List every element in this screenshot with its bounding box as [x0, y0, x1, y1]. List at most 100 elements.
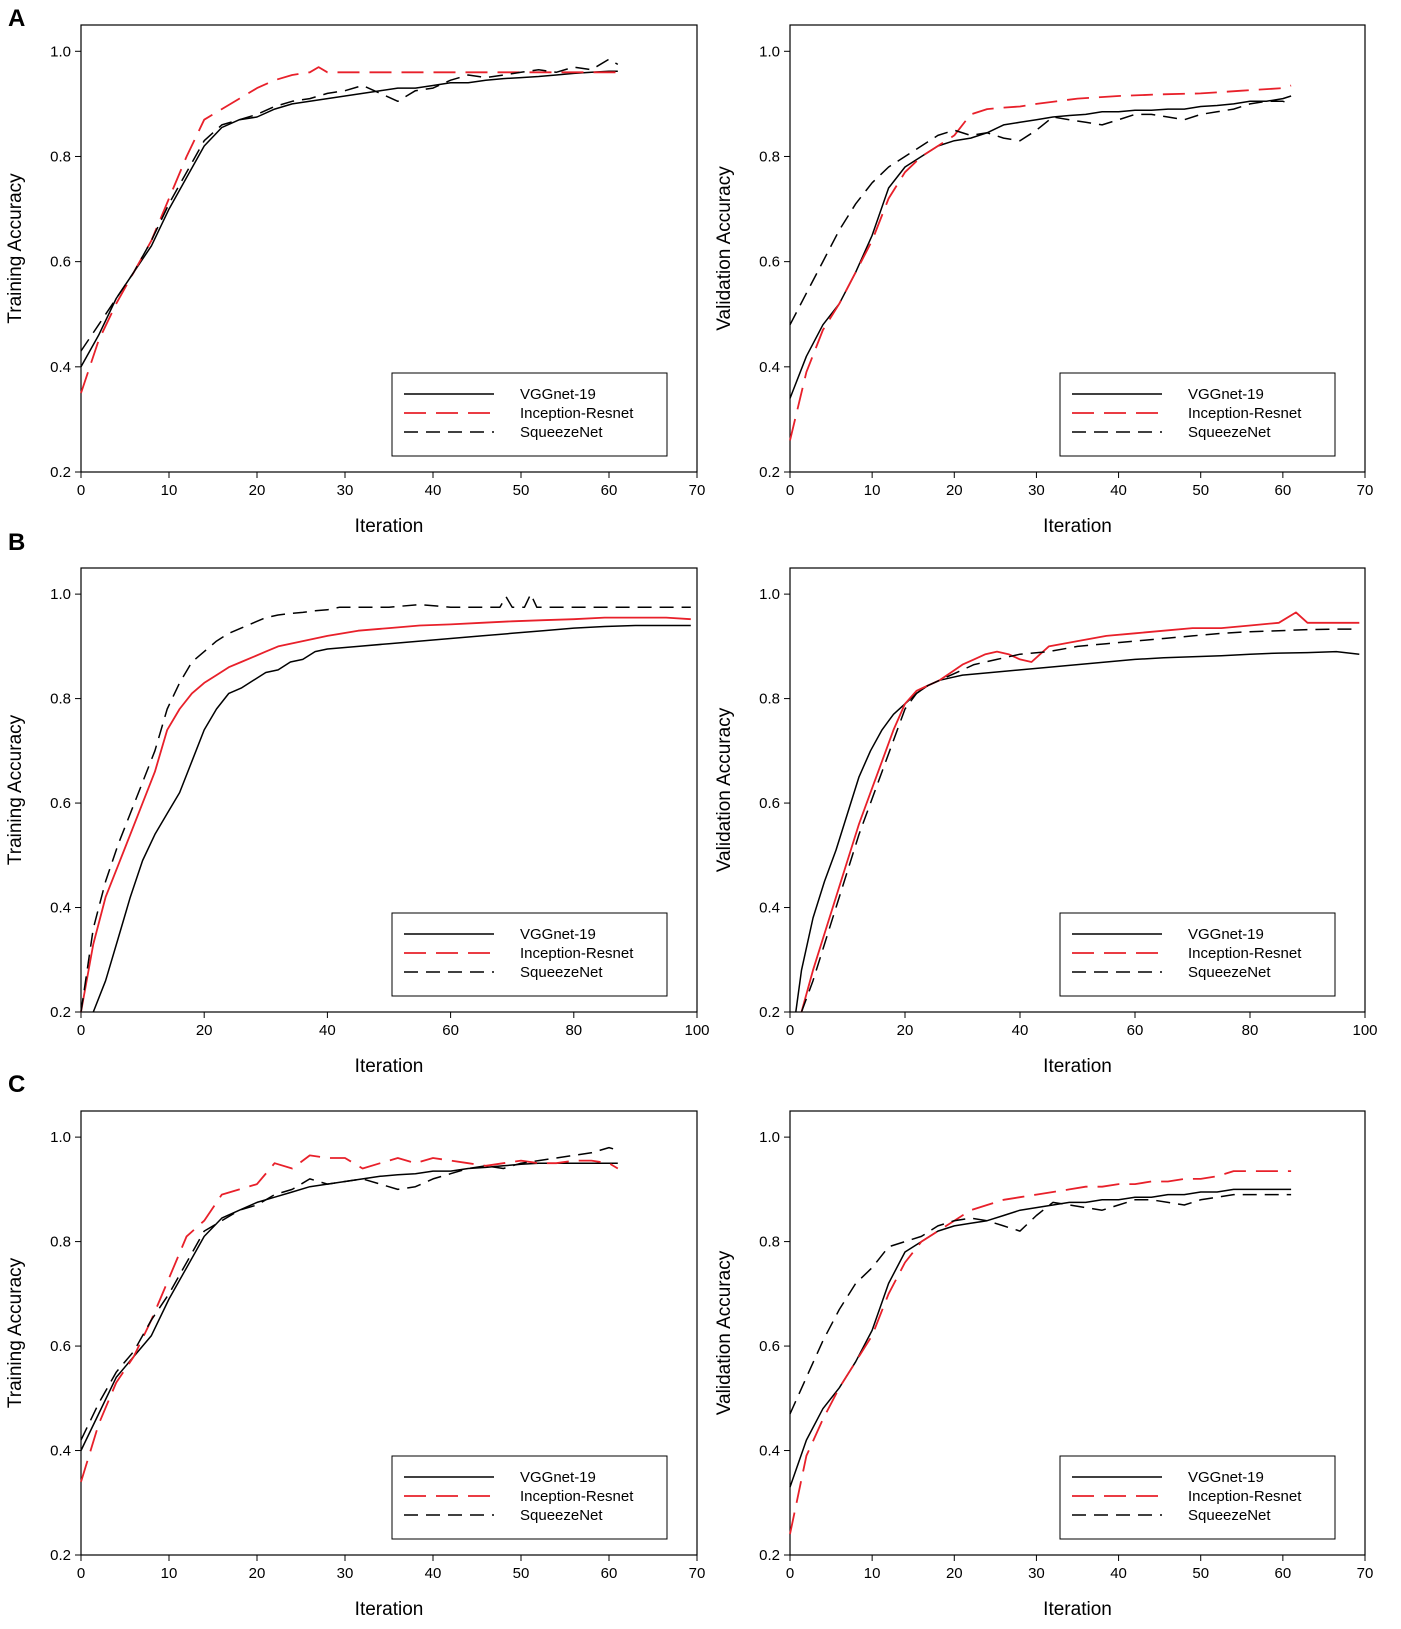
- chart-1-x-tick-label: 60: [601, 482, 618, 499]
- chart-6-series-inception-resnet-line: [789, 1170, 1292, 1535]
- chart-6-x-axis-label: Iteration: [1043, 1599, 1112, 1620]
- chart-2-y-tick-label: 1.0: [759, 43, 780, 60]
- chart-5-x-tick-label: 0: [77, 1565, 85, 1582]
- chart-4-y-axis-label: Validation Accuracy: [714, 707, 735, 872]
- chart-2-x-tick-label: 50: [1192, 482, 1209, 499]
- chart-5-series-inception-resnet-line: [80, 1154, 619, 1483]
- chart-2-x-axis-label: Iteration: [1043, 516, 1112, 537]
- chart-1-x-tick-label: 10: [161, 482, 178, 499]
- chart-3-legend-box: [391, 912, 668, 997]
- chart-3-x-axis-label: Iteration: [355, 1056, 424, 1077]
- chart-6-y-tick-label: 0.8: [759, 1234, 780, 1251]
- chart-2-x-tick-label: 30: [1028, 482, 1045, 499]
- chart-3-legend-label-1: VGGnet-19: [520, 926, 596, 943]
- chart-5-x-tick-label: 50: [513, 1565, 530, 1582]
- chart-4-x-axis-label: Iteration: [1043, 1056, 1112, 1077]
- chart-2-y-tick-label: 0.4: [759, 359, 780, 376]
- chart-6-legend-label-1: VGGnet-19: [1188, 1469, 1264, 1486]
- chart-5-legend-box: [391, 1455, 668, 1540]
- chart-2-series-vggnet-19-line: [789, 95, 1292, 399]
- chart-1-legend-box: [391, 372, 668, 457]
- chart-2-x-tick-label: 10: [864, 482, 881, 499]
- chart-3-y-tick-label: 0.4: [50, 900, 71, 917]
- chart-6-y-axis-label: Validation Accuracy: [714, 1250, 735, 1415]
- chart-5-x-axis-label: Iteration: [355, 1599, 424, 1620]
- chart-5-x-tick-label: 30: [337, 1565, 354, 1582]
- chart-2-legend-box: [1059, 372, 1336, 457]
- chart-4-plot-frame: [789, 567, 1366, 1013]
- chart-2-x-tick-label: 0: [786, 482, 794, 499]
- chart-1-y-tick-label: 0.2: [50, 464, 71, 481]
- chart-2-y-tick-label: 0.8: [759, 148, 780, 165]
- chart-3-x-tick-label: 100: [684, 1022, 709, 1039]
- chart-4-series-inception-resnet-line: [800, 611, 1360, 1013]
- chart-4-series-vggnet-19-line: [795, 650, 1360, 1013]
- chart-1-x-axis-label: Iteration: [355, 516, 424, 537]
- chart-2-plot-frame: [789, 24, 1366, 473]
- chart-5-legend-label-2: Inception-Resnet: [520, 1488, 634, 1505]
- chart-2-legend-label-2: Inception-Resnet: [1188, 405, 1302, 422]
- chart-5-x-tick-label: 60: [601, 1565, 618, 1582]
- chart-1-y-tick-label: 1.0: [50, 43, 71, 60]
- chart-1-x-tick-label: 40: [425, 482, 442, 499]
- chart-5-x-tick-label: 70: [689, 1565, 706, 1582]
- chart-5-y-tick-label: 0.4: [50, 1443, 71, 1460]
- chart-6-legend-box: [1059, 1455, 1336, 1540]
- chart-5-legend-label-3: SqueezeNet: [520, 1507, 603, 1524]
- chart-5-y-tick-label: 0.6: [50, 1338, 71, 1355]
- chart-3-series-vggnet-19-line: [92, 624, 691, 1013]
- chart-6-x-tick-label: 0: [786, 1565, 794, 1582]
- chart-5-plot-frame: [80, 1110, 698, 1556]
- chart-6-y-tick-label: 0.2: [759, 1547, 780, 1564]
- chart-6-x-tick-label: 30: [1028, 1565, 1045, 1582]
- chart-4-legend-label-2: Inception-Resnet: [1188, 945, 1302, 962]
- chart-2-y-tick-label: 0.6: [759, 254, 780, 271]
- chart-6-x-tick-label: 10: [864, 1565, 881, 1582]
- chart-6-series-squeezenet-line: [789, 1193, 1292, 1415]
- chart-3-x-tick-label: 40: [319, 1022, 336, 1039]
- chart-4-y-tick-label: 0.6: [759, 795, 780, 812]
- chart-6-x-tick-label: 60: [1275, 1565, 1292, 1582]
- chart-6-x-tick-label: 20: [946, 1565, 963, 1582]
- chart-2-legend-label-3: SqueezeNet: [1188, 424, 1271, 441]
- chart-4-legend-box: [1059, 912, 1336, 997]
- chart-1-y-axis-label: Training Accuracy: [5, 173, 26, 324]
- chart-5-x-tick-label: 20: [249, 1565, 266, 1582]
- chart-6-plot-frame: [789, 1110, 1366, 1556]
- chart-1-x-tick-label: 50: [513, 482, 530, 499]
- chart-3-y-tick-label: 0.6: [50, 795, 71, 812]
- chart-5-y-axis-label: Training Accuracy: [5, 1257, 26, 1408]
- chart-4-y-tick-label: 0.4: [759, 900, 780, 917]
- chart-6-x-tick-label: 50: [1192, 1565, 1209, 1582]
- chart-2-y-axis-label: Validation Accuracy: [714, 166, 735, 331]
- chart-2-series-inception-resnet-line: [789, 84, 1292, 441]
- chart-1-x-tick-label: 70: [689, 482, 706, 499]
- chart-5-x-tick-label: 10: [161, 1565, 178, 1582]
- chart-6-legend-label-2: Inception-Resnet: [1188, 1488, 1302, 1505]
- chart-4-x-tick-label: 100: [1352, 1022, 1377, 1039]
- chart-3-x-tick-label: 0: [77, 1022, 85, 1039]
- chart-3-y-tick-label: 0.2: [50, 1004, 71, 1021]
- panel-letter-c: C: [8, 1071, 25, 1098]
- chart-1-y-tick-label: 0.6: [50, 254, 71, 271]
- chart-1-series-inception-resnet-line: [80, 66, 618, 394]
- chart-3-x-tick-label: 20: [196, 1022, 213, 1039]
- panel-letter-b: B: [8, 529, 25, 556]
- chart-3-series-squeezenet-line: [80, 593, 691, 1013]
- chart-4-y-tick-label: 1.0: [759, 586, 780, 603]
- chart-1-y-tick-label: 0.4: [50, 359, 71, 376]
- chart-1-x-tick-label: 30: [337, 482, 354, 499]
- chart-3-y-tick-label: 0.8: [50, 691, 71, 708]
- chart-2-x-tick-label: 40: [1110, 482, 1127, 499]
- chart-1-legend-label-1: VGGnet-19: [520, 386, 596, 403]
- chart-3-series-inception-resnet-line: [80, 616, 691, 1013]
- chart-1-series-vggnet-19-line: [80, 70, 618, 368]
- chart-1-y-tick-label: 0.8: [50, 148, 71, 165]
- chart-3-plot-frame: [80, 567, 698, 1013]
- chart-6-x-tick-label: 70: [1357, 1565, 1374, 1582]
- chart-4-y-tick-label: 0.2: [759, 1004, 780, 1021]
- chart-2-legend-label-1: VGGnet-19: [1188, 386, 1264, 403]
- chart-1-x-tick-label: 20: [249, 482, 266, 499]
- chart-2-x-tick-label: 70: [1357, 482, 1374, 499]
